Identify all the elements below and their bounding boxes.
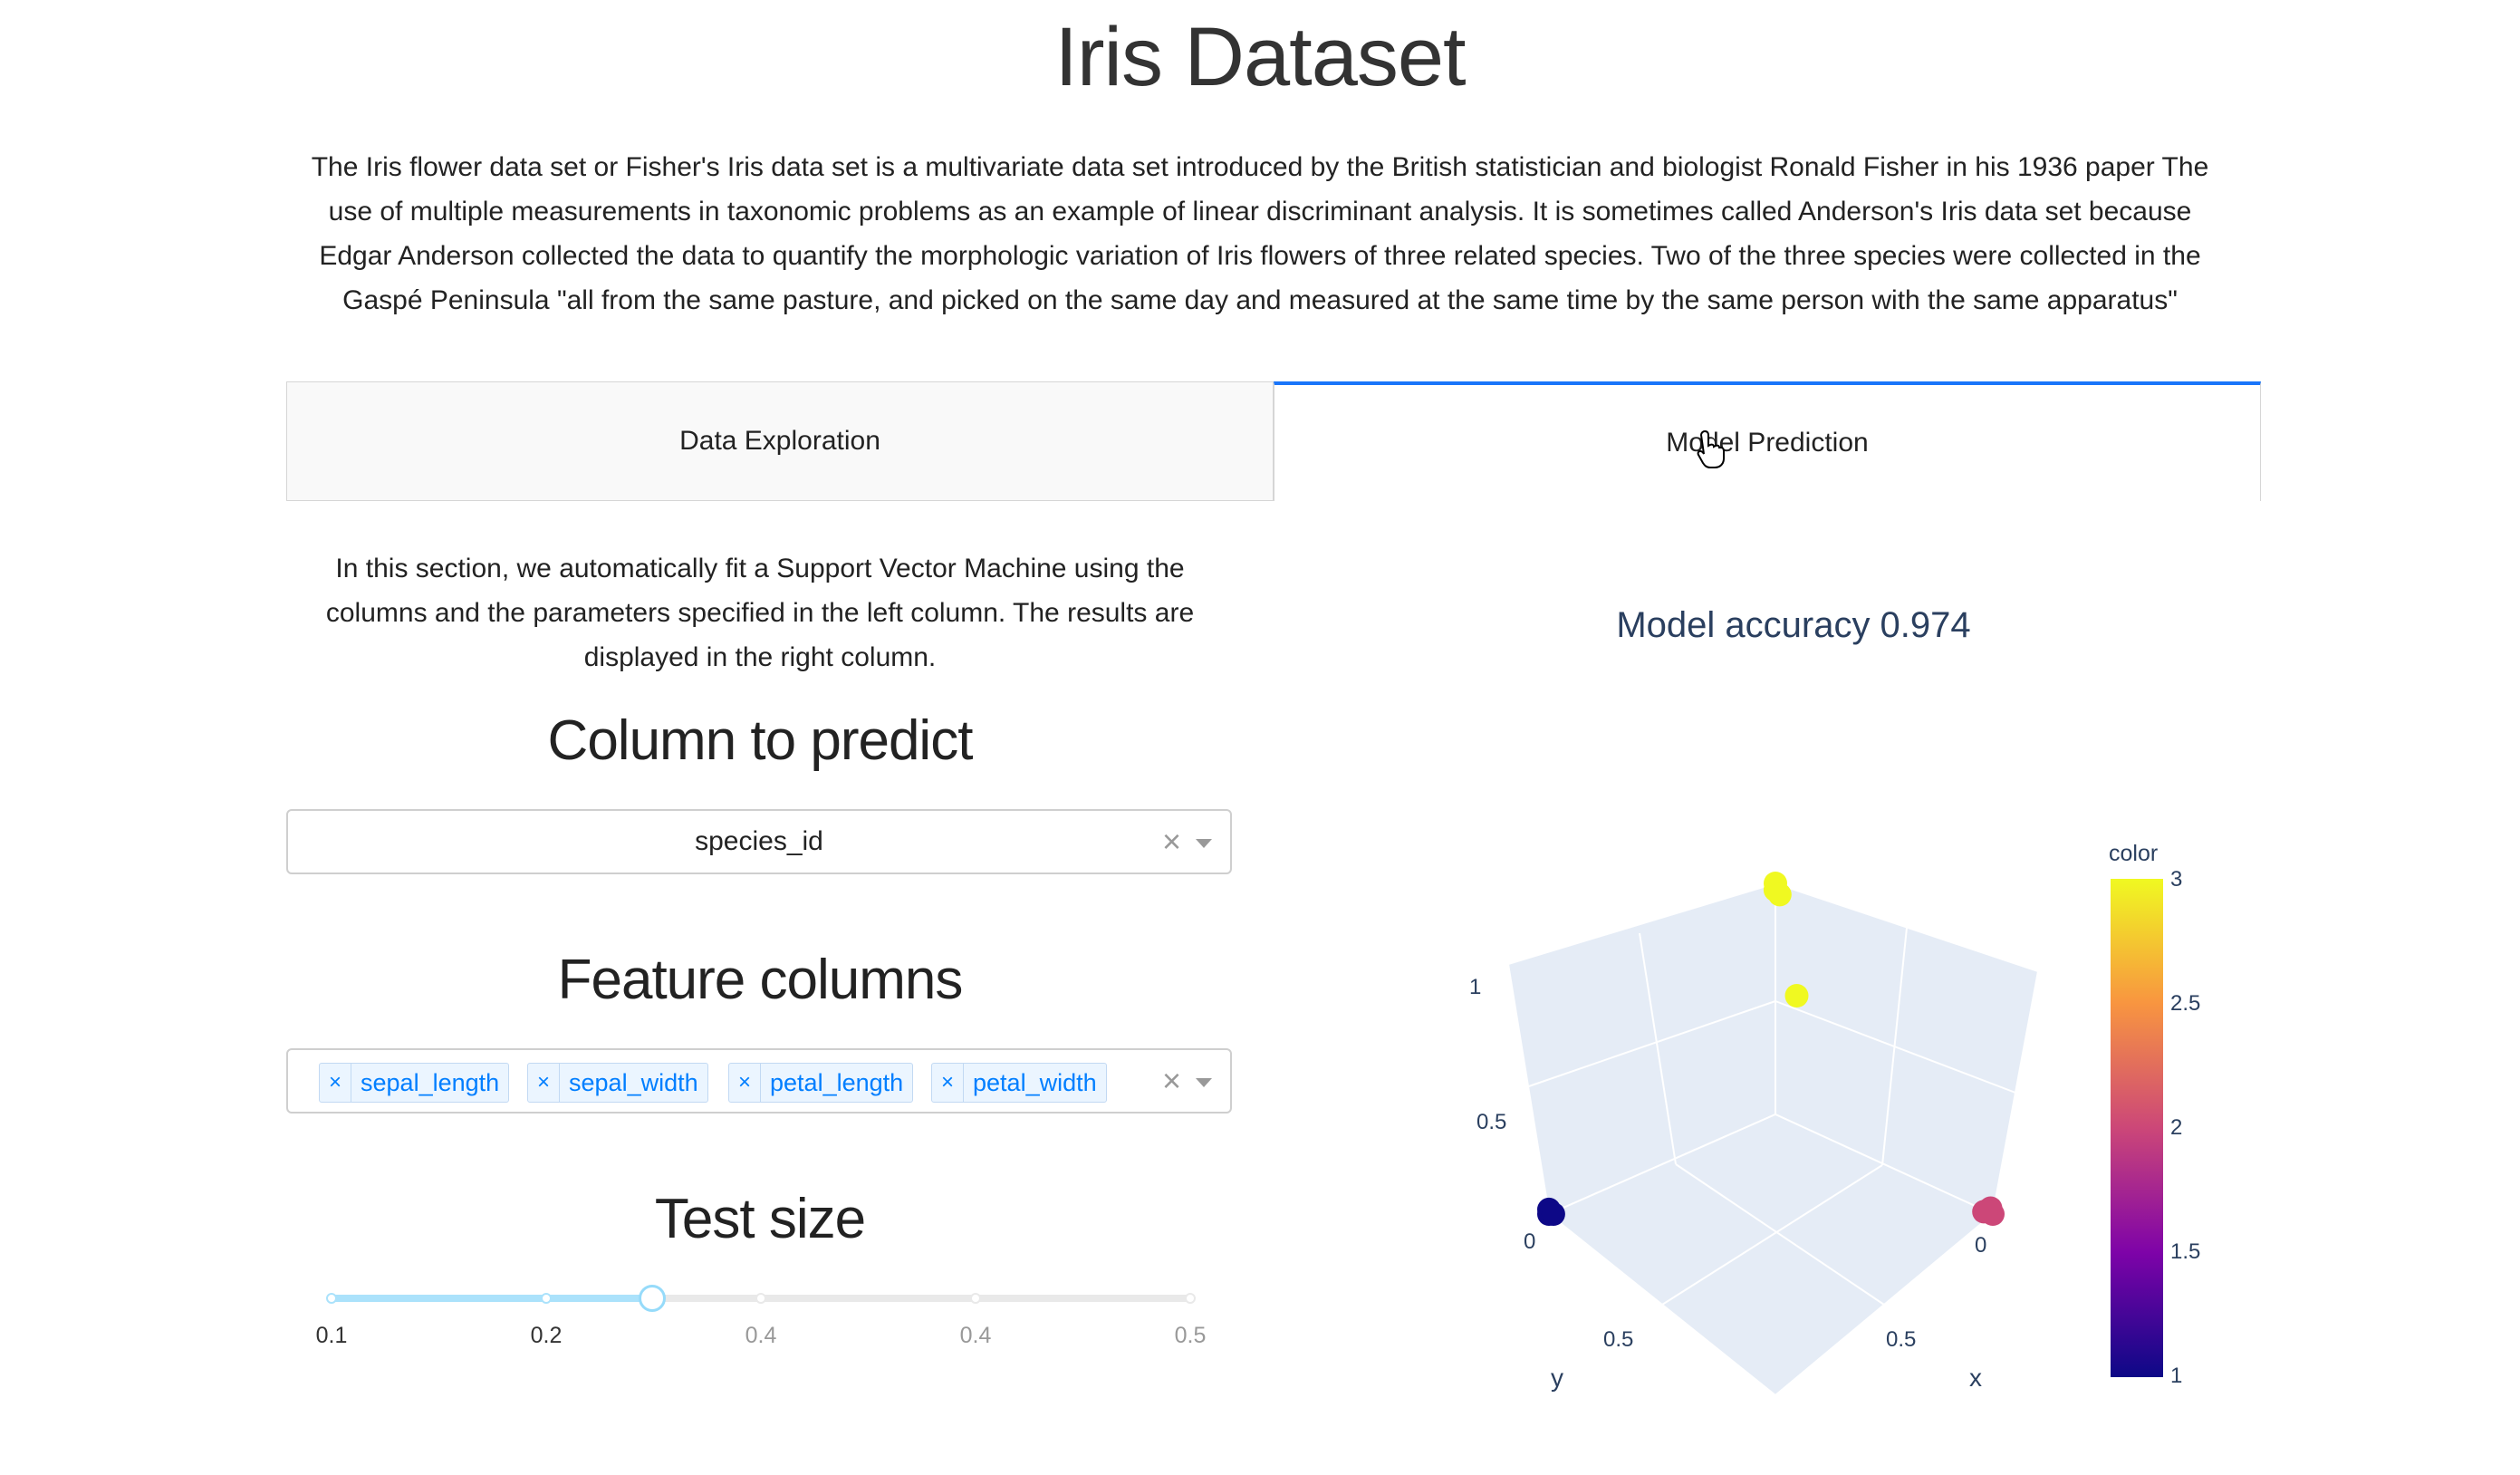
- chevron-down-icon[interactable]: [1196, 1078, 1212, 1087]
- clear-selection-icon[interactable]: ×: [1161, 823, 1181, 860]
- x-tick-label: 0.5: [1886, 1327, 1916, 1352]
- scatter-point[interactable]: [1784, 984, 1809, 1007]
- colorbar-tick-label: 1.5: [2170, 1239, 2200, 1264]
- slider-mark-label[interactable]: 0.4: [745, 1323, 777, 1348]
- scatter-point[interactable]: [1974, 1199, 1998, 1223]
- tab-data-exploration[interactable]: Data Exploration: [286, 381, 1274, 501]
- y-axis-title: y: [1551, 1364, 1563, 1392]
- x-axis-title: x: [1969, 1364, 1982, 1392]
- chip-remove-icon[interactable]: ×: [932, 1064, 965, 1102]
- 3d-scatter-plot[interactable]: 1 0.5 0 0.5 y 0 0.5 x color 3 2.5 2 1.5 …: [1413, 834, 2246, 1413]
- slider-mark-label[interactable]: 0.2: [530, 1323, 563, 1348]
- scatter-point[interactable]: [1541, 1202, 1565, 1226]
- y-tick-label: 0.5: [1603, 1327, 1633, 1352]
- slider-mark-dot[interactable]: [1185, 1293, 1196, 1304]
- hand-pointer-cursor-icon: [1697, 429, 1725, 468]
- chip-remove-icon[interactable]: ×: [320, 1064, 352, 1102]
- intro-paragraph: The Iris flower data set or Fisher's Iri…: [311, 152, 2209, 315]
- scatter-points: [1537, 872, 2005, 1226]
- chip-sepal-length: × sepal_length: [319, 1063, 510, 1103]
- slider-mark-dot[interactable]: [755, 1293, 766, 1304]
- colorbar-tick-label: 3: [2170, 867, 2182, 892]
- chip-label: petal_width: [973, 1068, 1097, 1096]
- column-to-predict-dropdown[interactable]: species_id ×: [286, 809, 1232, 874]
- chip-label: sepal_length: [361, 1068, 500, 1096]
- section-description: In this section, we automatically fit a …: [325, 554, 1195, 672]
- colorbar-tick-label: 2.5: [2170, 991, 2200, 1016]
- page-title: Iris Dataset: [1054, 11, 1466, 103]
- slider-mark-label[interactable]: 0.5: [1174, 1323, 1207, 1348]
- scatter-point[interactable]: [1767, 882, 1792, 907]
- test-size-slider-handle[interactable]: [639, 1285, 666, 1312]
- chip-remove-icon[interactable]: ×: [729, 1064, 762, 1102]
- feature-columns-heading: Feature columns: [557, 949, 964, 1011]
- slider-mark-label[interactable]: 0.4: [959, 1323, 992, 1348]
- x-tick-label: 0: [1975, 1233, 1986, 1258]
- colorbar-title: color: [2109, 841, 2158, 866]
- test-size-heading: Test size: [654, 1188, 866, 1250]
- slider-mark-dot[interactable]: [541, 1293, 552, 1304]
- clear-all-icon[interactable]: ×: [1161, 1062, 1181, 1099]
- tab-label: Data Exploration: [679, 426, 880, 456]
- chevron-down-icon[interactable]: [1196, 839, 1212, 848]
- chip-label: petal_length: [770, 1068, 904, 1096]
- colorbar-tick-label: 1: [2170, 1364, 2182, 1388]
- slider-mark-dot[interactable]: [326, 1293, 337, 1304]
- chip-sepal-width: × sepal_width: [527, 1063, 708, 1103]
- scene-gridlines: [1523, 927, 2016, 1306]
- slider-mark-label[interactable]: 0.1: [315, 1323, 348, 1348]
- selected-value: species_id: [695, 826, 823, 856]
- test-size-slider-fill: [332, 1295, 652, 1302]
- colorbar-gradient: [2111, 879, 2163, 1377]
- column-to-predict-heading: Column to predict: [547, 709, 974, 772]
- model-accuracy-title: Model accuracy 0.974: [1616, 605, 1971, 645]
- y-tick-label: 0: [1524, 1229, 1535, 1254]
- z-tick-label: 1: [1469, 975, 1481, 999]
- tab-model-prediction[interactable]: Model Prediction: [1274, 381, 2261, 501]
- slider-mark-dot[interactable]: [970, 1293, 981, 1304]
- chip-label: sepal_width: [569, 1068, 698, 1096]
- chip-remove-icon[interactable]: ×: [528, 1064, 561, 1102]
- chip-petal-width: × petal_width: [931, 1063, 1107, 1103]
- z-tick-label: 0.5: [1476, 1110, 1506, 1134]
- chip-petal-length: × petal_length: [728, 1063, 914, 1103]
- colorbar-tick-label: 2: [2170, 1115, 2182, 1140]
- feature-columns-multiselect[interactable]: × sepal_length × sepal_width × petal_len…: [286, 1048, 1232, 1113]
